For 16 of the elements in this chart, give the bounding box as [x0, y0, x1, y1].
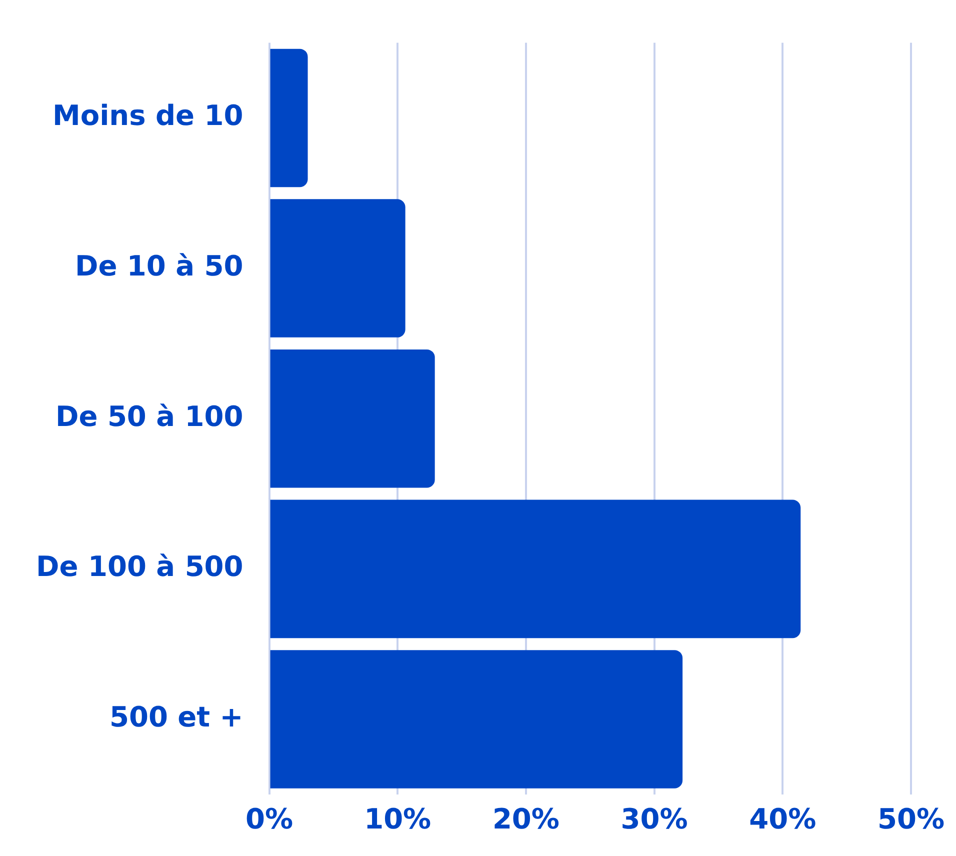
x-tick-label: 0% — [245, 802, 294, 836]
bar — [270, 650, 683, 788]
x-tick-label: 10% — [364, 802, 432, 836]
bar — [270, 500, 801, 638]
bar — [270, 349, 435, 488]
x-tick-label: 50% — [877, 802, 945, 836]
x-tick-label: 40% — [749, 802, 816, 836]
y-tick-label: De 10 à 50 — [74, 250, 244, 283]
bar — [270, 48, 308, 188]
y-tick-label: 500 et + — [109, 700, 244, 734]
x-tick-label: 30% — [620, 802, 688, 836]
y-tick-label: De 50 à 100 — [55, 400, 244, 433]
y-tick-label: Moins de 10 — [52, 99, 244, 132]
x-tick-label: 20% — [492, 802, 560, 836]
bar — [270, 199, 406, 338]
y-tick-label: De 100 à 500 — [36, 550, 244, 584]
